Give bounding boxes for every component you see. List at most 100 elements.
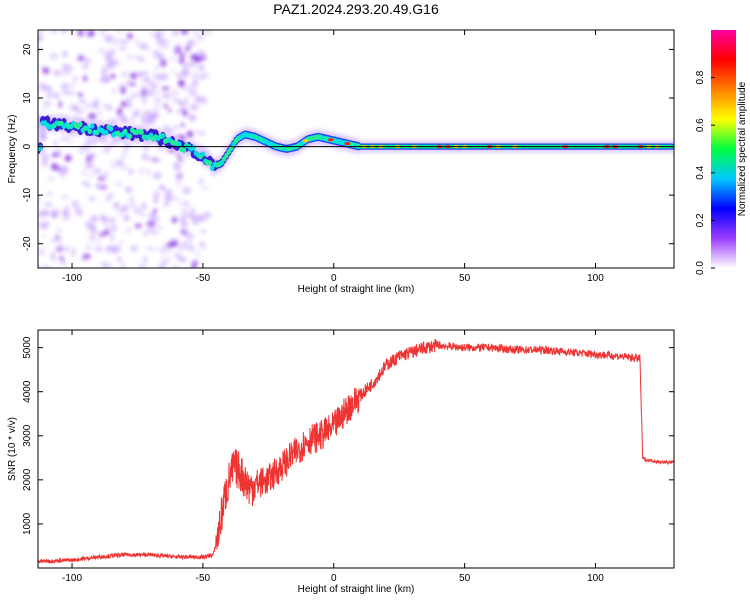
heatmap-cell xyxy=(204,211,211,219)
heatmap-cell xyxy=(149,223,154,230)
heatmap-cell xyxy=(88,173,93,178)
colorbar-tick-label: 0.0 xyxy=(695,261,706,275)
heatmap-cell xyxy=(82,64,88,70)
heatmap-y-tick-label: -10 xyxy=(22,187,33,202)
heatmap-cell xyxy=(140,84,149,92)
heatmap-y-ticks: -20 -10 0 10 20 xyxy=(22,43,674,251)
heatmap-cell xyxy=(163,103,168,109)
heatmap-cell xyxy=(40,209,49,217)
heatmap-cell xyxy=(133,206,141,215)
heatmap-cell xyxy=(58,100,62,108)
heatmap-cell xyxy=(42,233,47,238)
heatmap-y-axis-label: Frequency (Hz) xyxy=(7,115,18,184)
heatmap-cell xyxy=(38,30,44,35)
heatmap-cell xyxy=(126,101,132,109)
heatmap-cell xyxy=(104,170,109,178)
heatmap-cell xyxy=(59,237,63,243)
heatmap-cell xyxy=(302,139,309,143)
heatmap-cell xyxy=(76,107,80,115)
heatmap-cell xyxy=(183,201,190,207)
heatmap-cell xyxy=(327,138,334,142)
heatmap-cell xyxy=(155,91,160,96)
heatmap-cell xyxy=(129,195,134,203)
heatmap-cell xyxy=(78,98,87,104)
heatmap-cell xyxy=(94,184,102,188)
heatmap-cell xyxy=(118,240,123,244)
heatmap-cell xyxy=(141,153,149,160)
heatmap-cell xyxy=(200,131,206,136)
heatmap-cell xyxy=(166,39,171,43)
heatmap-cell xyxy=(151,217,160,222)
heatmap-cell xyxy=(153,73,158,79)
heatmap-cell xyxy=(60,174,66,179)
heatmap-cell xyxy=(110,233,114,241)
heatmap-cell xyxy=(194,35,203,40)
heatmap-cell xyxy=(84,57,91,66)
heatmap-y-tick-label: 20 xyxy=(22,43,33,55)
snr-x-tick-label: 0 xyxy=(331,573,337,584)
heatmap-cell xyxy=(176,180,181,187)
heatmap-cell xyxy=(99,30,106,35)
heatmap-cell xyxy=(102,148,106,153)
heatmap-cell xyxy=(145,228,154,232)
colorbar-gradient xyxy=(711,30,736,268)
heatmap-cell xyxy=(116,159,124,167)
heatmap-cell xyxy=(135,38,139,45)
heatmap-cell xyxy=(84,30,89,38)
heatmap-cell xyxy=(191,144,196,151)
heatmap-cell xyxy=(192,220,199,225)
heatmap-cell xyxy=(148,113,158,122)
heatmap-cell xyxy=(77,55,85,61)
heatmap-cell xyxy=(113,201,120,210)
heatmap-cell xyxy=(110,73,116,79)
snr-y-ticks: 1000 2000 3000 4000 5000 xyxy=(22,336,674,535)
heatmap-cell xyxy=(152,106,161,110)
heatmap-cell xyxy=(202,96,207,105)
snr-x-tick-label: -100 xyxy=(62,573,82,584)
heatmap-cell xyxy=(102,185,107,190)
heatmap-cell xyxy=(142,97,147,105)
heatmap-cell xyxy=(64,205,69,213)
heatmap-cell xyxy=(182,109,188,116)
heatmap-cell xyxy=(202,186,208,191)
heatmap-cell xyxy=(101,68,108,76)
heatmap-cell xyxy=(200,151,206,157)
heatmap-cell xyxy=(155,73,165,80)
heatmap-cell xyxy=(194,96,203,103)
heatmap-cell xyxy=(41,220,50,228)
heatmap-cell xyxy=(90,224,97,229)
heatmap-cell xyxy=(122,115,127,123)
heatmap-cell xyxy=(117,107,123,116)
heatmap-cell xyxy=(84,244,92,251)
heatmap-cell xyxy=(119,39,129,45)
colorbar-tick-label: 0.6 xyxy=(695,118,706,132)
snr-y-tick-label: 1000 xyxy=(22,512,33,535)
heatmap-cell xyxy=(77,30,84,37)
snr-y-tick-label: 3000 xyxy=(22,424,33,447)
heatmap-cell xyxy=(195,129,200,135)
heatmap-cell xyxy=(198,177,205,186)
heatmap-cell xyxy=(180,208,190,213)
heatmap-cell xyxy=(43,100,51,107)
heatmap-cell xyxy=(121,100,127,108)
heatmap-cell xyxy=(169,57,178,61)
heatmap-cell xyxy=(144,76,150,83)
heatmap-cell xyxy=(210,165,215,172)
heatmap-cell xyxy=(116,245,122,250)
heatmap-frame xyxy=(37,29,675,269)
heatmap-cell xyxy=(166,95,171,100)
heatmap-cell xyxy=(65,212,72,220)
heatmap-cell xyxy=(127,133,133,140)
heatmap-cell xyxy=(176,73,182,78)
heatmap-cell xyxy=(172,30,179,37)
heatmap-cell xyxy=(153,49,159,57)
heatmap-cell xyxy=(38,250,45,256)
heatmap-cell xyxy=(188,236,192,244)
heatmap-cell xyxy=(92,137,97,146)
heatmap-cell xyxy=(49,89,54,93)
heatmap-cell xyxy=(62,50,68,58)
heatmap-cell xyxy=(199,229,207,234)
heatmap-cell xyxy=(172,97,180,103)
heatmap-cell xyxy=(136,71,145,77)
heatmap-cell xyxy=(160,62,167,69)
